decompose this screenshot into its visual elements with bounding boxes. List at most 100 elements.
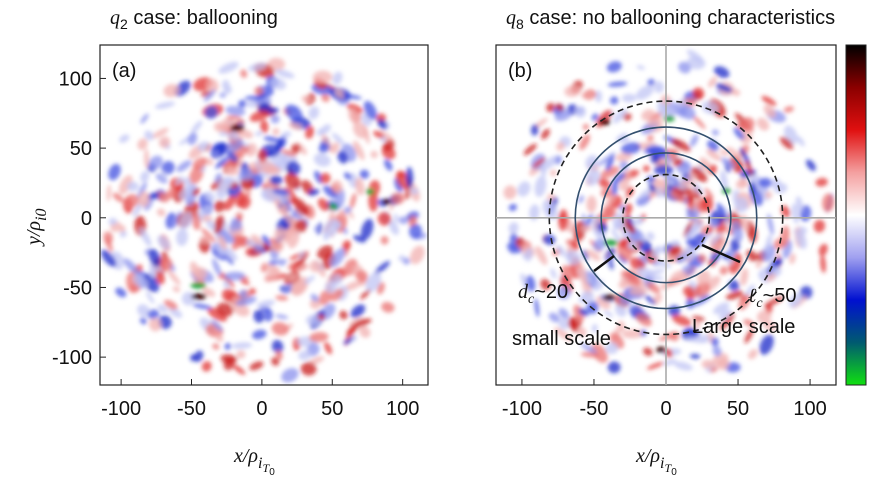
- turbulence-blob: [363, 100, 377, 120]
- turbulence-blob: [575, 106, 587, 118]
- turbulence-blob: [678, 61, 691, 74]
- turbulence-blob: [302, 275, 316, 286]
- turbulence-blob: [236, 350, 246, 359]
- turbulence-blob: [292, 197, 310, 216]
- turbulence-blob: [191, 120, 203, 134]
- turbulence-blob: [309, 332, 329, 343]
- turbulence-blob: [523, 143, 537, 156]
- turbulence-blob: [330, 248, 346, 268]
- turbulence-blob: [767, 213, 774, 236]
- chart-title: q2 case: ballooning: [110, 7, 278, 32]
- turbulence-blob: [686, 56, 706, 70]
- turbulence-blob: [354, 318, 372, 327]
- turbulence-blob: [671, 138, 691, 152]
- turbulence-blob: [799, 286, 813, 300]
- turbulence-blob: [604, 194, 616, 207]
- turbulence-blob: [280, 207, 289, 219]
- turbulence-blob: [201, 228, 216, 243]
- turbulence-blob: [235, 296, 257, 306]
- turbulence-blob: [308, 356, 325, 366]
- turbulence-blob: [104, 235, 113, 253]
- turbulence-blob: [343, 206, 352, 214]
- turbulence-blob: [332, 71, 343, 85]
- chart-title-part: q: [506, 7, 516, 29]
- turbulence-blob: [270, 78, 287, 90]
- turbulence-blob: [578, 195, 584, 204]
- turbulence-blob: [137, 304, 150, 317]
- turbulence-blob: [388, 219, 399, 236]
- turbulence-blob: [626, 242, 636, 250]
- turbulence-blob: [157, 235, 171, 250]
- turbulence-blob: [263, 136, 281, 143]
- turbulence-blob: [596, 296, 611, 310]
- turbulence-blob: [308, 188, 320, 196]
- turbulence-blob: [217, 177, 236, 188]
- turbulence-blob: [203, 89, 216, 102]
- turbulence-blob: [132, 273, 148, 289]
- turbulence-blob: [270, 115, 280, 124]
- turbulence-blob: [300, 362, 317, 376]
- turbulence-blob: [157, 304, 168, 313]
- turbulence-blob: [187, 132, 198, 146]
- turbulence-blob: [271, 339, 284, 354]
- turbulence-blob: [635, 85, 654, 100]
- turbulence-blob: [256, 299, 275, 308]
- turbulence-blob: [639, 188, 653, 201]
- turbulence-blob: [540, 278, 551, 291]
- turbulence-blob: [795, 196, 804, 212]
- x-axis-label-part: 0: [671, 467, 677, 478]
- turbulence-blob: [616, 137, 631, 143]
- turbulence-blob: [641, 109, 655, 121]
- turbulence-blob: [694, 319, 701, 329]
- turbulence-blob: [625, 186, 634, 197]
- turbulence-blob: [539, 155, 559, 171]
- turbulence-blob: [604, 206, 617, 220]
- turbulence-blob: [815, 177, 828, 187]
- turbulence-blob: [139, 317, 147, 325]
- turbulence-blob: [669, 190, 686, 203]
- turbulence-blob: [384, 159, 393, 171]
- turbulence-blob: [317, 314, 326, 320]
- turbulence-core: [191, 293, 207, 300]
- turbulence-blob: [223, 139, 244, 154]
- turbulence-blob: [719, 313, 735, 330]
- annotation-part: c: [528, 292, 535, 307]
- turbulence-blob: [212, 343, 220, 350]
- turbulence-blob: [106, 184, 111, 202]
- turbulence-blob: [206, 78, 219, 93]
- turbulence-blob: [160, 171, 168, 179]
- turbulence-blob: [330, 142, 340, 154]
- turbulence-blob: [585, 154, 599, 170]
- turbulence-core: [602, 294, 616, 301]
- turbulence-blob: [260, 165, 282, 175]
- turbulence-blob: [633, 216, 644, 226]
- turbulence-blob: [761, 95, 777, 106]
- chart-title-part: 2: [120, 16, 128, 32]
- turbulence-blob: [517, 181, 531, 197]
- turbulence-blob: [140, 113, 149, 124]
- turbulence-blob: [343, 172, 352, 180]
- turbulence-blob: [249, 361, 264, 371]
- colorbar: [845, 44, 867, 386]
- turbulence-blob: [248, 62, 267, 72]
- chart-title-part: q: [110, 7, 120, 29]
- turbulence-blob: [281, 149, 297, 157]
- turbulence-blob: [726, 146, 743, 160]
- x-axis-label: x/ρiT0: [233, 445, 275, 478]
- turbulence-blob: [179, 212, 193, 230]
- turbulence-blob: [261, 235, 272, 247]
- turbulence-blob: [138, 191, 150, 207]
- turbulence-blob: [101, 249, 117, 268]
- turbulence-blob: [240, 69, 248, 78]
- turbulence-blob: [636, 65, 646, 70]
- turbulence-blob: [231, 342, 253, 349]
- turbulence-blob: [249, 109, 270, 122]
- turbulence-blob: [669, 245, 682, 257]
- turbulence-core: [365, 188, 375, 195]
- turbulence-blob: [822, 193, 835, 213]
- scale-circle-dashed: [621, 173, 711, 262]
- turbulence-blob: [555, 103, 564, 112]
- turbulence-blob: [577, 326, 587, 337]
- turbulence-blob: [612, 108, 627, 124]
- turbulence-blob: [190, 354, 197, 362]
